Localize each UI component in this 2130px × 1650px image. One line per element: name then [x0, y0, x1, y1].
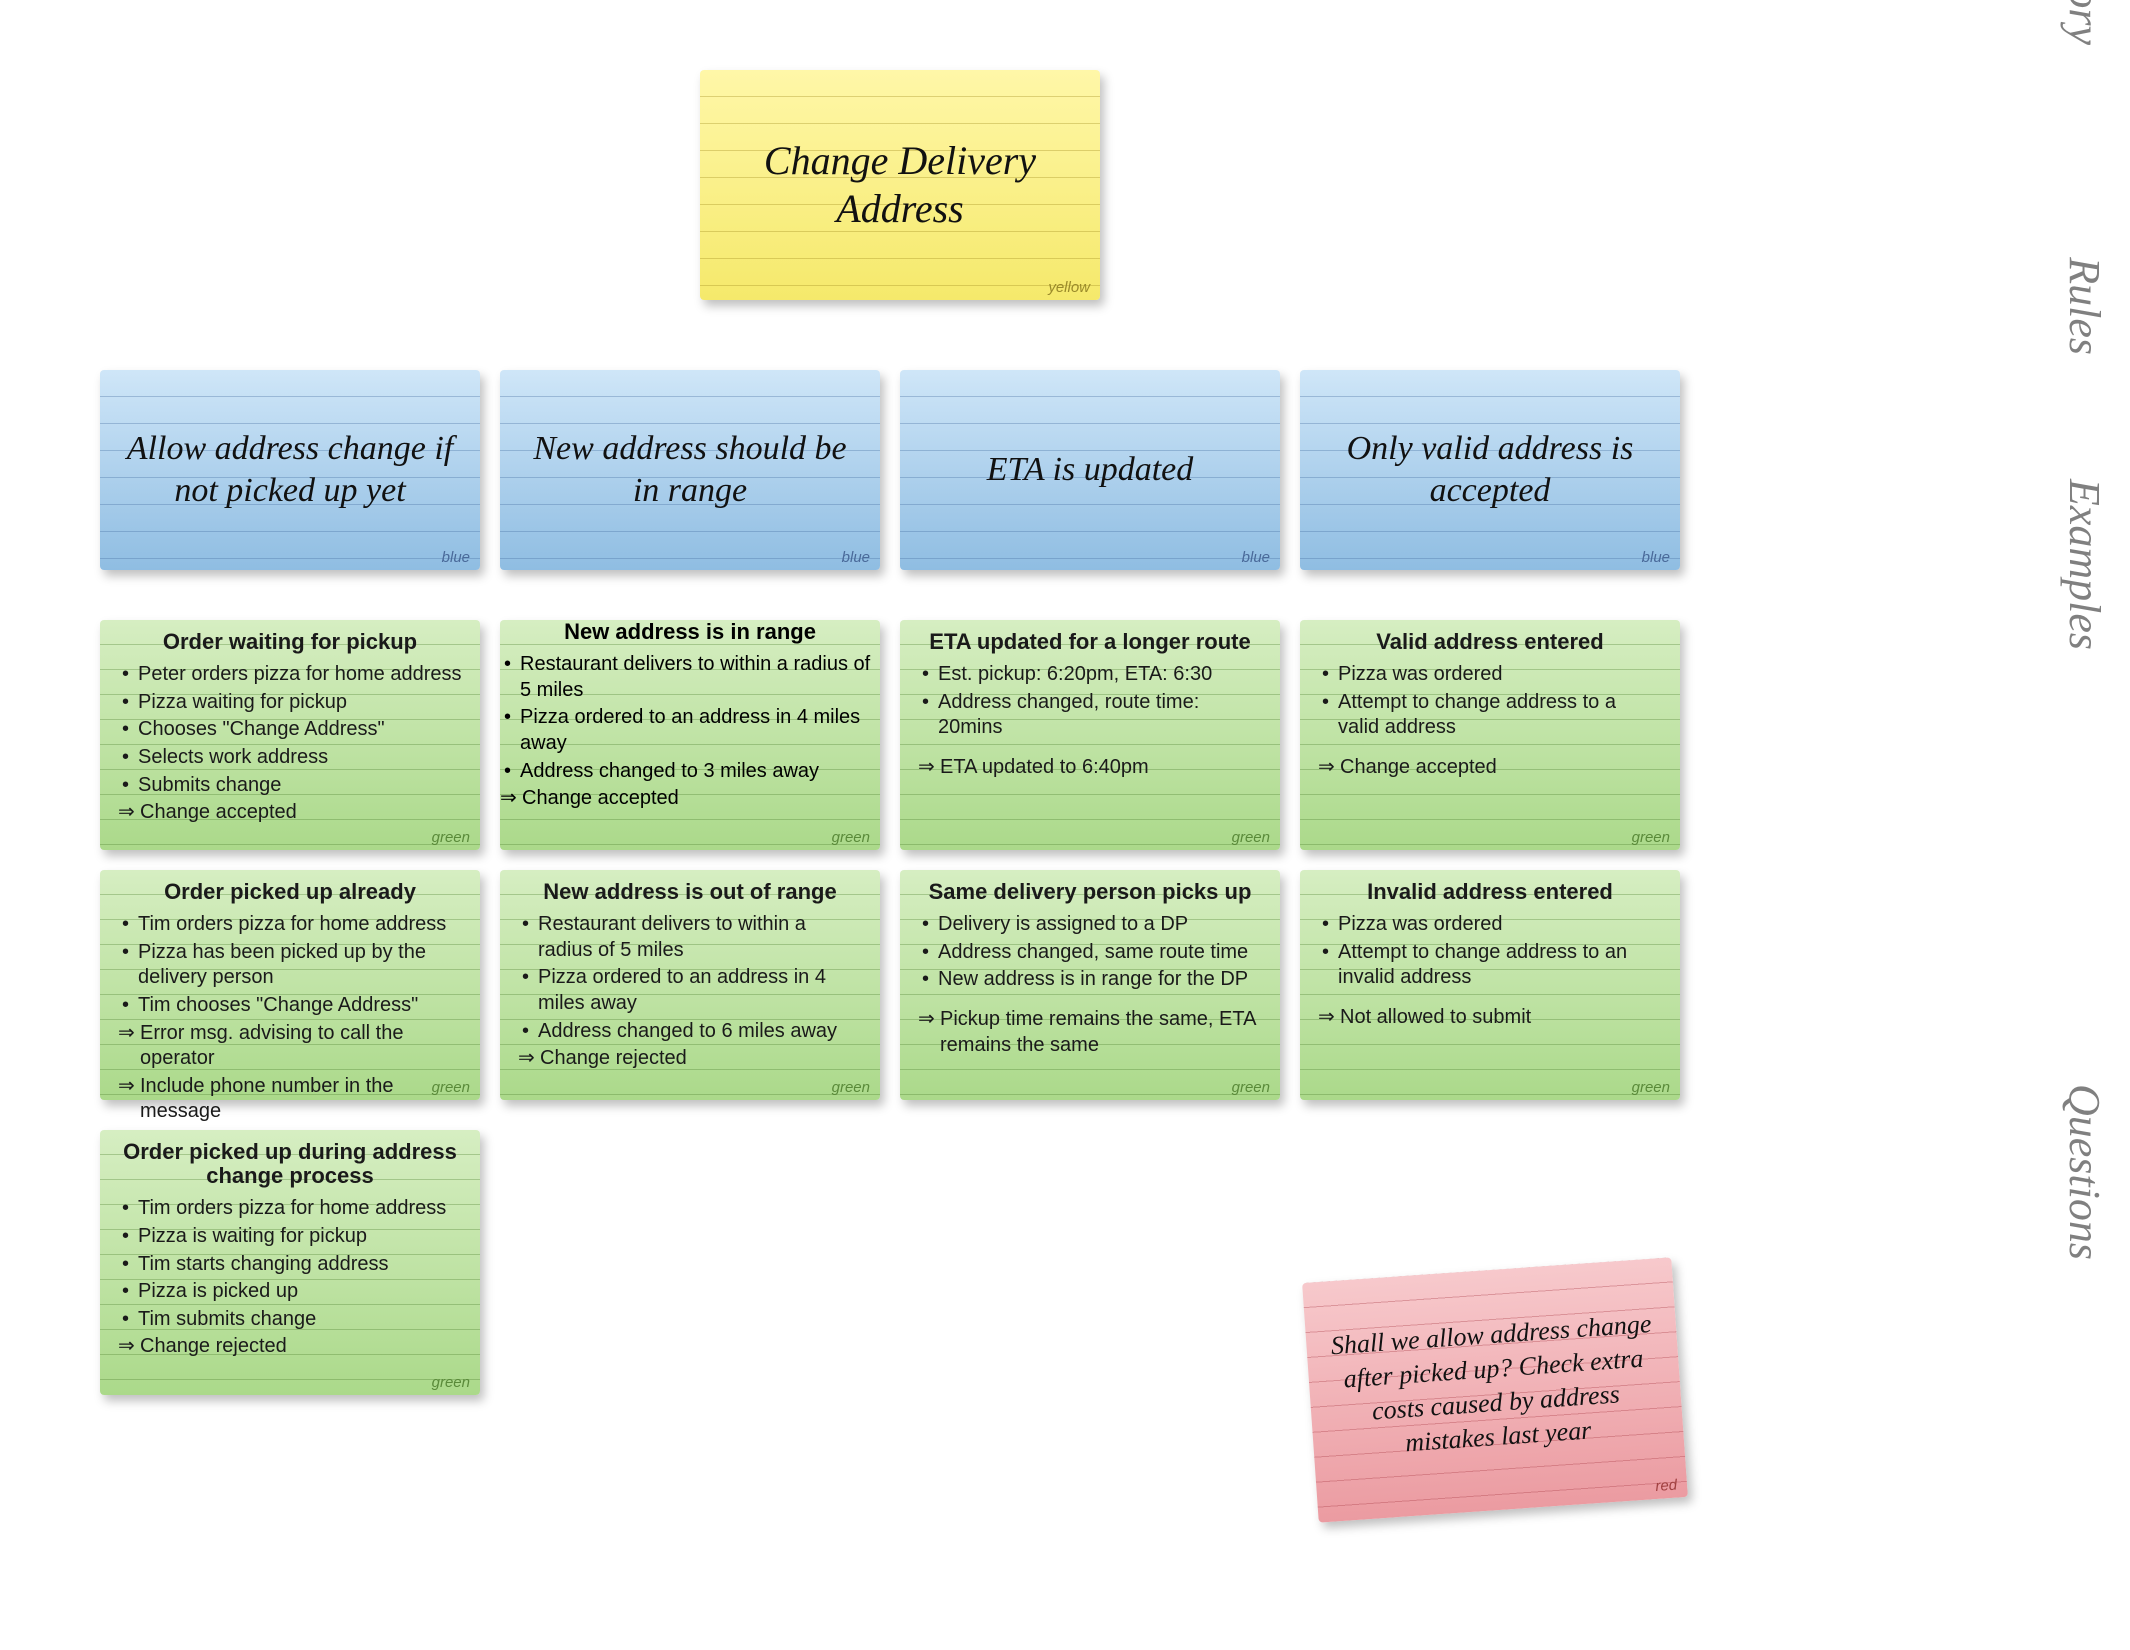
story-card-title: Change Delivery Address [700, 70, 1100, 300]
color-tag: blue [842, 549, 870, 566]
example-card[interactable]: ETA updated for a longer route Est. pick… [900, 620, 1280, 850]
question-card-text: Shall we allow address change after pick… [1302, 1257, 1688, 1522]
question-card[interactable]: Shall we allow address change after pick… [1302, 1257, 1688, 1522]
example-card-title: New address is out of range [518, 880, 862, 904]
section-label-questions: Questions [2059, 1084, 2110, 1260]
example-card-title: Valid address entered [1318, 630, 1662, 654]
example-card-title: Order picked up during address change pr… [118, 1140, 462, 1188]
example-card-list: Tim orders pizza for home address Pizza … [118, 1196, 462, 1360]
example-card-title: ETA updated for a longer route [918, 630, 1262, 654]
example-card[interactable]: Order waiting for pickup Peter orders pi… [100, 620, 480, 850]
rule-card-title: New address should be in range [500, 370, 880, 570]
example-card-title: Order waiting for pickup [118, 630, 462, 654]
color-tag: green [832, 1079, 870, 1096]
section-label-story: Story [2059, 0, 2110, 45]
example-card-title: Order picked up already [118, 880, 462, 904]
rule-card[interactable]: ETA is updated blue [900, 370, 1280, 570]
color-tag: blue [1242, 549, 1270, 566]
color-tag: green [432, 829, 470, 846]
rule-card[interactable]: Allow address change if not picked up ye… [100, 370, 480, 570]
example-card-list: Pizza was ordered Attempt to change addr… [1318, 912, 1662, 1030]
rule-card[interactable]: New address should be in range blue [500, 370, 880, 570]
color-tag: green [432, 1079, 470, 1096]
example-card[interactable]: Valid address entered Pizza was ordered … [1300, 620, 1680, 850]
color-tag: green [1232, 829, 1270, 846]
example-card-list: Tim orders pizza for home address Pizza … [118, 912, 462, 1125]
rule-card[interactable]: Only valid address is accepted blue [1300, 370, 1680, 570]
rule-card-title: Allow address change if not picked up ye… [100, 370, 480, 570]
example-card-list: Delivery is assigned to a DP Address cha… [918, 912, 1262, 1058]
example-card-title: Invalid address entered [1318, 880, 1662, 904]
story-card[interactable]: Change Delivery Address yellow [700, 70, 1100, 300]
example-card-list: Peter orders pizza for home address Pizz… [118, 662, 462, 826]
rule-card-title: ETA is updated [900, 370, 1280, 570]
rule-card-title: Only valid address is accepted [1300, 370, 1680, 570]
example-card-list: Restaurant delivers to within a radius o… [500, 652, 880, 812]
color-tag: red [1655, 1477, 1678, 1495]
section-label-rules: Rules [2059, 257, 2110, 355]
diagram-canvas: Story Rules Examples Questions Change De… [0, 0, 2130, 1650]
color-tag: green [832, 829, 870, 846]
example-card-title: Same delivery person picks up [918, 880, 1262, 904]
example-card-list: Restaurant delivers to within a radius o… [518, 912, 862, 1072]
example-card[interactable]: Same delivery person picks up Delivery i… [900, 870, 1280, 1100]
example-card[interactable]: Order picked up during address change pr… [100, 1130, 480, 1395]
color-tag: green [1632, 1079, 1670, 1096]
color-tag: green [1232, 1079, 1270, 1096]
example-card[interactable]: Invalid address entered Pizza was ordere… [1300, 870, 1680, 1100]
example-card[interactable]: New address is in range Restaurant deliv… [500, 620, 880, 850]
example-card-list: Pizza was ordered Attempt to change addr… [1318, 662, 1662, 780]
color-tag: yellow [1048, 279, 1090, 296]
example-card[interactable]: Order picked up already Tim orders pizza… [100, 870, 480, 1100]
example-card-title: New address is in range [500, 620, 880, 644]
section-label-examples: Examples [2059, 479, 2110, 650]
example-card-list: Est. pickup: 6:20pm, ETA: 6:30 Address c… [918, 662, 1262, 780]
color-tag: green [432, 1374, 470, 1391]
color-tag: green [1632, 829, 1670, 846]
color-tag: blue [1642, 549, 1670, 566]
color-tag: blue [442, 549, 470, 566]
example-card[interactable]: New address is out of range Restaurant d… [500, 870, 880, 1100]
